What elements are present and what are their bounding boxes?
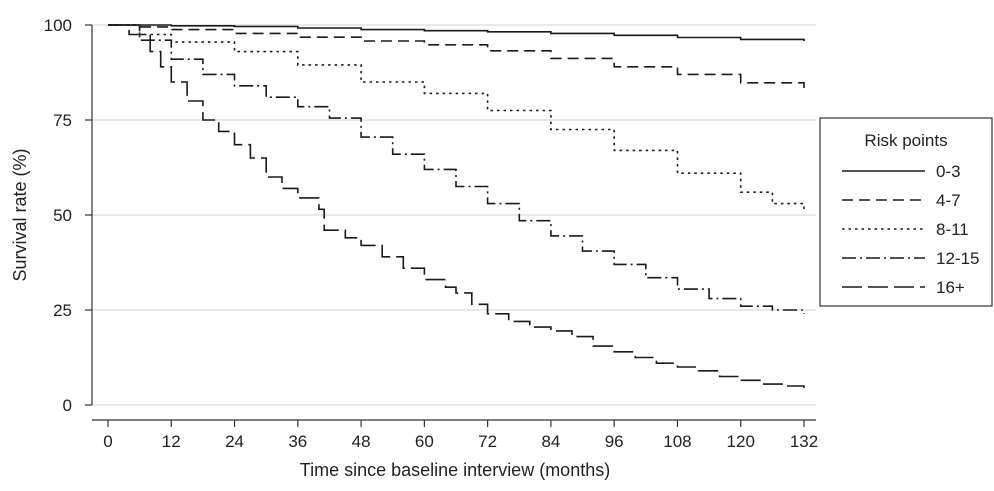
y-tick-label: 100: [44, 16, 72, 35]
x-tick-label: 0: [103, 432, 112, 451]
x-tick-label: 36: [288, 432, 307, 451]
legend-label-8-11: 8-11: [936, 220, 969, 239]
legend-title: Risk points: [864, 131, 947, 150]
x-tick-label: 12: [162, 432, 181, 451]
series-line-12-15: [108, 24, 805, 314]
x-tick-label: 84: [541, 432, 560, 451]
series-line-16+: [108, 24, 805, 388]
x-tick-label: 96: [605, 432, 624, 451]
x-tick-label: 60: [415, 432, 434, 451]
grid-lines: [92, 24, 816, 406]
series-line-0-3: [108, 24, 805, 41]
legend-label-4-7: 4-7: [936, 191, 961, 210]
axes: 0 25 50 75 100 0 12 24 36 48 60 72 84 96 108 120 132: [44, 16, 819, 451]
x-tick-label: 132: [790, 432, 818, 451]
legend: Risk points 0-3 4-7 8-11 12-15 16+: [819, 117, 993, 307]
y-tick-label: 0: [63, 396, 72, 415]
legend-label-0-3: 0-3: [936, 162, 961, 181]
y-tick-label: 25: [53, 301, 72, 320]
x-tick-label: 48: [352, 432, 371, 451]
legend-label-12-15: 12-15: [936, 249, 979, 268]
legend-box: [819, 117, 993, 307]
y-tick-label: 75: [53, 111, 72, 130]
series-lines: [108, 24, 805, 388]
series-line-8-11: [108, 24, 805, 210]
y-axis-title: Survival rate (%): [10, 148, 30, 281]
series-line-4-7: [108, 24, 805, 91]
x-tick-label: 120: [727, 432, 755, 451]
x-tick-label: 72: [478, 432, 497, 451]
x-tick-label: 24: [225, 432, 244, 451]
x-tick-label: 108: [663, 432, 691, 451]
legend-label-16+: 16+: [936, 278, 965, 297]
y-tick-label: 50: [53, 206, 72, 225]
x-axis-title: Time since baseline interview (months): [300, 460, 610, 480]
